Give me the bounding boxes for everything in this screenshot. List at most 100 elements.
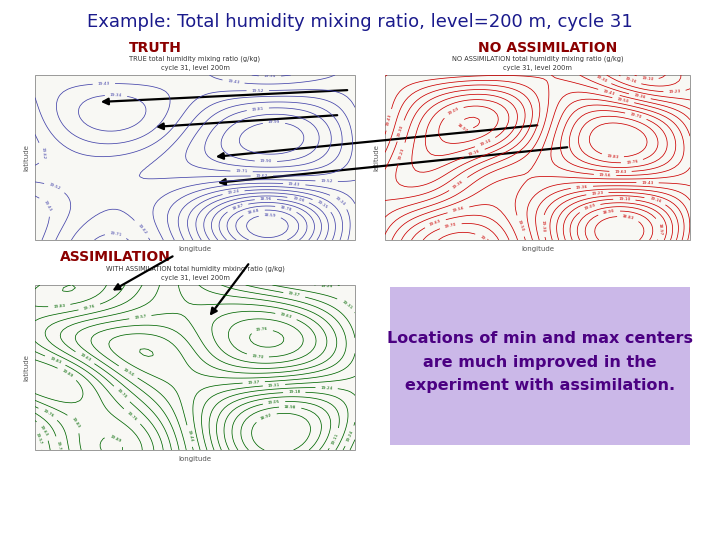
Text: 19.30: 19.30 [541, 220, 546, 232]
Text: TRUTH: TRUTH [129, 41, 181, 55]
Text: 19.43: 19.43 [603, 89, 616, 96]
Text: 19.43: 19.43 [385, 113, 392, 126]
Text: 19.06: 19.06 [292, 196, 305, 203]
Text: 18.98: 18.98 [284, 404, 297, 409]
Text: 19.83: 19.83 [53, 303, 66, 308]
Text: cycle 31, level 200m: cycle 31, level 200m [161, 275, 230, 281]
Text: 19.37: 19.37 [288, 292, 301, 298]
Text: 19.03: 19.03 [447, 107, 459, 116]
Text: 19.62: 19.62 [136, 222, 148, 235]
Text: NO ASSIMILATION total humidity mixing ratio (g/kg): NO ASSIMILATION total humidity mixing ra… [451, 56, 624, 62]
Text: latitude: latitude [373, 144, 379, 171]
Text: 18.83: 18.83 [622, 214, 635, 220]
Text: 19.05: 19.05 [268, 400, 280, 405]
Text: 19.57: 19.57 [35, 433, 43, 446]
Text: 19.70: 19.70 [629, 112, 642, 119]
Text: 19.11: 19.11 [330, 432, 339, 445]
Text: 19.83: 19.83 [49, 356, 62, 364]
Text: 19.70: 19.70 [116, 388, 127, 400]
Text: 18.87: 18.87 [231, 203, 244, 211]
Text: 19.62: 19.62 [256, 174, 268, 178]
Text: 19.16: 19.16 [624, 77, 637, 85]
Text: 19.50: 19.50 [122, 367, 135, 377]
Text: 19.10: 19.10 [479, 138, 492, 147]
Text: 19.62: 19.62 [40, 147, 45, 160]
Text: 19.90: 19.90 [260, 159, 272, 164]
Text: 19.16: 19.16 [649, 197, 662, 204]
Text: 18.90: 18.90 [603, 209, 616, 215]
Text: 19.70: 19.70 [251, 354, 264, 359]
Text: NO ASSIMILATION: NO ASSIMILATION [478, 41, 618, 55]
Text: 19.30: 19.30 [397, 124, 405, 138]
Text: 19.63: 19.63 [614, 170, 626, 174]
Text: 19.10: 19.10 [618, 197, 631, 201]
Text: 19.34: 19.34 [333, 195, 346, 206]
Text: 19.37: 19.37 [248, 380, 260, 385]
Text: ASSIMILATION: ASSIMILATION [60, 250, 171, 264]
Text: 19.34: 19.34 [109, 93, 122, 98]
Text: 19.44: 19.44 [186, 429, 193, 442]
Text: 19.81: 19.81 [251, 106, 264, 111]
Text: longitude: longitude [179, 246, 212, 252]
Text: 19.43: 19.43 [227, 79, 240, 85]
Text: 19.24: 19.24 [320, 284, 333, 288]
Text: 19.76: 19.76 [42, 409, 55, 419]
Text: 19.76: 19.76 [126, 411, 138, 422]
Text: 19.83: 19.83 [71, 416, 81, 429]
Bar [35, 75, 355, 240]
Text: 19.34: 19.34 [264, 75, 276, 78]
Text: 19.36: 19.36 [634, 93, 647, 100]
Text: 18.78: 18.78 [279, 205, 292, 212]
Text: 19.03: 19.03 [583, 204, 596, 211]
Text: 19.16: 19.16 [468, 149, 481, 157]
Text: 19.31: 19.31 [268, 383, 280, 388]
Bar [35, 285, 355, 450]
Text: 19.50: 19.50 [516, 219, 524, 233]
Text: 19.24: 19.24 [320, 386, 333, 390]
Text: 19.24: 19.24 [227, 190, 240, 195]
Text: 19.70: 19.70 [55, 441, 62, 454]
Text: latitude: latitude [23, 354, 29, 381]
Text: 19.71: 19.71 [235, 169, 248, 174]
Text: TRUE total humidity mixing ratio (g/kg): TRUE total humidity mixing ratio (g/kg) [130, 56, 261, 62]
Text: 19.52: 19.52 [320, 179, 333, 184]
Text: 19.23: 19.23 [668, 90, 681, 94]
Text: latitude: latitude [23, 144, 29, 171]
Text: 18.59: 18.59 [264, 213, 276, 218]
Bar [390, 287, 690, 445]
Text: Locations of min and max centers
are much improved in the
experiment with assimi: Locations of min and max centers are muc… [387, 331, 693, 393]
Text: 19.83: 19.83 [606, 154, 619, 159]
Text: 19.24: 19.24 [346, 429, 354, 442]
Text: 19.36: 19.36 [575, 184, 588, 190]
Text: 19.10: 19.10 [641, 76, 654, 81]
Text: 18.92: 18.92 [259, 413, 272, 421]
Text: 19.70: 19.70 [444, 222, 457, 229]
Text: 19.89: 19.89 [61, 368, 73, 379]
Text: cycle 31, level 200m: cycle 31, level 200m [503, 65, 572, 71]
Text: 19.57: 19.57 [134, 314, 147, 320]
Text: 19.76: 19.76 [83, 304, 96, 311]
Text: 19.76: 19.76 [479, 235, 491, 245]
Text: 19.52: 19.52 [48, 183, 61, 191]
Text: 19.99: 19.99 [268, 120, 280, 124]
Text: 19.63: 19.63 [78, 353, 91, 363]
Text: WITH ASSIMILATION total humidity mixing ratio (g/kg): WITH ASSIMILATION total humidity mixing … [106, 266, 284, 272]
Text: cycle 31, level 200m: cycle 31, level 200m [161, 65, 230, 71]
Text: 19.43: 19.43 [98, 82, 110, 86]
Text: 18.68: 18.68 [247, 208, 260, 215]
Text: 19.43: 19.43 [288, 181, 300, 186]
Text: 19.30: 19.30 [595, 74, 608, 84]
Text: 19.18: 19.18 [288, 390, 300, 394]
Text: Example: Total humidity mixing ratio, level=200 m, cycle 31: Example: Total humidity mixing ratio, le… [87, 13, 633, 31]
Text: 19.71: 19.71 [109, 231, 122, 237]
Text: 19.23: 19.23 [591, 191, 603, 196]
Text: 19.76: 19.76 [256, 327, 269, 332]
Bar [385, 75, 690, 240]
Text: 19.63: 19.63 [279, 312, 292, 320]
Text: longitude: longitude [179, 456, 212, 462]
Text: 19.50: 19.50 [617, 97, 630, 104]
Text: longitude: longitude [521, 246, 554, 252]
Text: 18.97: 18.97 [657, 222, 662, 235]
Text: 18.97: 18.97 [456, 123, 468, 134]
Text: 19.43: 19.43 [642, 180, 654, 185]
